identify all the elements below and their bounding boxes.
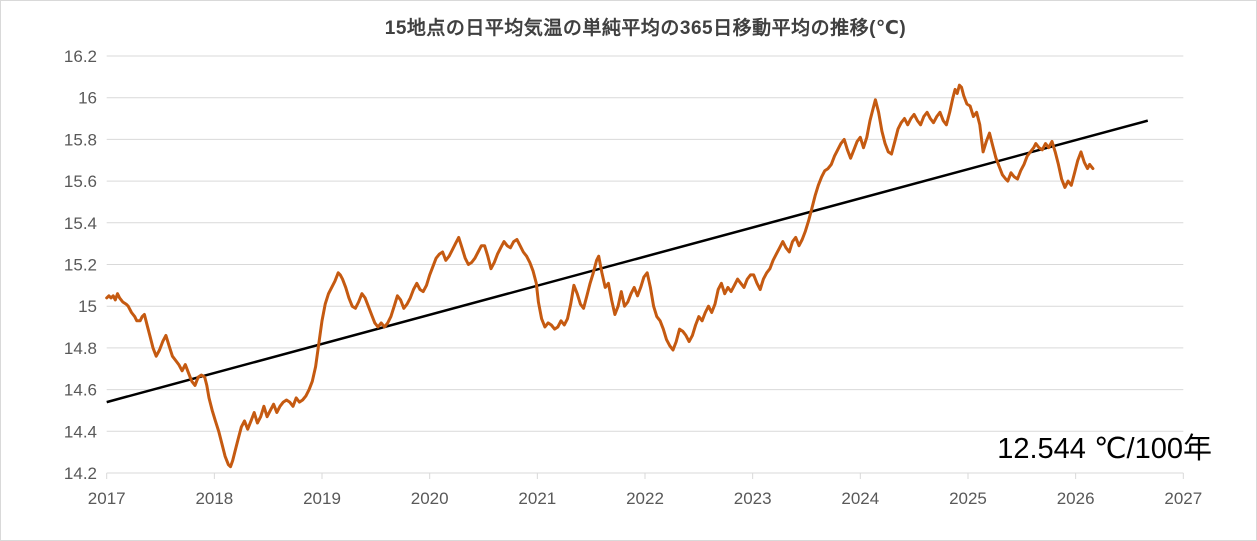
y-axis-labels: 16.2 16 15.8 15.6 15.4 15.2 15 14.8 14.6 14.4 14.2 [64,47,97,483]
svg-text:2027: 2027 [1164,489,1202,508]
svg-text:2025: 2025 [949,489,987,508]
svg-text:15.2: 15.2 [64,256,97,275]
svg-text:15.8: 15.8 [64,130,97,149]
gridlines [106,55,1184,474]
svg-text:14.2: 14.2 [64,464,97,483]
svg-text:15.6: 15.6 [64,172,97,191]
series-line [105,83,1095,469]
chart-title: 15地点の日平均気温の単純平均の365日移動平均の推移(℃) [384,18,907,39]
trend-line [106,119,1149,404]
svg-text:2023: 2023 [734,489,772,508]
trend-rate-annotation: 12.544 ℃/100年 [997,433,1212,465]
svg-text:2021: 2021 [518,489,556,508]
svg-text:14.6: 14.6 [64,381,97,400]
svg-text:2022: 2022 [626,489,664,508]
svg-text:2024: 2024 [841,489,879,508]
svg-text:2018: 2018 [195,489,233,508]
svg-text:16.2: 16.2 [64,47,97,66]
svg-text:14.4: 14.4 [64,422,97,441]
svg-text:16: 16 [78,89,97,108]
svg-text:2026: 2026 [1057,489,1095,508]
svg-text:2020: 2020 [411,489,449,508]
svg-text:15: 15 [78,297,97,316]
svg-text:15.4: 15.4 [64,214,97,233]
svg-text:2019: 2019 [303,489,341,508]
svg-text:14.8: 14.8 [64,339,97,358]
x-axis: 2017 2018 2019 2020 2021 2022 2023 2024 2025 2026… [88,473,1202,508]
svg-text:2017: 2017 [88,489,126,508]
